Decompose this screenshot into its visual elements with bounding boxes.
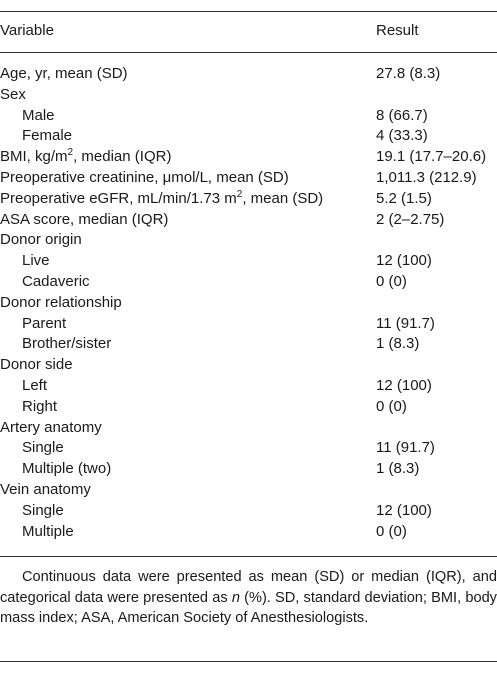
row-label: Single (22, 501, 64, 519)
table-header: Variable Result (0, 22, 497, 44)
row-label: Male (22, 106, 55, 124)
table-row: Donor relationship (0, 293, 497, 314)
row-value: 1 (8.3) (376, 335, 420, 353)
table-row: Brother/sister 1 (8.3) (0, 334, 497, 355)
row-label: Donor origin (0, 231, 82, 249)
row-label: Multiple (22, 522, 74, 540)
bottom-rule (0, 556, 497, 557)
table-row: Multiple 0 (0) (0, 522, 497, 543)
row-label: Sex (0, 85, 26, 103)
row-label: Single (22, 439, 64, 457)
row-label: Artery anatomy (0, 418, 102, 436)
row-label: Female (22, 127, 73, 145)
table-row: Artery anatomy (0, 418, 497, 439)
row-value: 1,011.3 (212.9) (376, 168, 477, 186)
table-row: ASA score, median (IQR) 2 (2–2.75) (0, 210, 497, 231)
header-rule (0, 52, 497, 53)
table-row: Single 12 (100) (0, 501, 497, 522)
table-row: BMI, kg/m2, median (IQR) 19.1 (17.7–20.6… (0, 147, 497, 168)
row-label: Brother/sister (22, 335, 112, 353)
row-value: 12 (100) (376, 501, 432, 519)
row-value: 19.1 (17.7–20.6) (376, 148, 487, 166)
row-value: 2 (2–2.75) (376, 210, 445, 228)
table-row: Cadaveric 0 (0) (0, 272, 497, 293)
row-label: Multiple (two) (22, 460, 112, 478)
row-label: Preoperative creatinine, μmol/L, mean (S… (0, 168, 289, 186)
table-row: Donor side (0, 355, 497, 376)
table-row: Preoperative eGFR, mL/min/1.73 m2, mean … (0, 189, 497, 210)
table-body: Age, yr, mean (SD) 27.8 (8.3) Sex Male 8… (0, 64, 497, 542)
table-row: Left 12 (100) (0, 376, 497, 397)
row-value: 1 (8.3) (376, 460, 420, 478)
row-value: 12 (100) (376, 252, 432, 270)
row-label: Right (22, 397, 58, 415)
row-label: ASA score, median (IQR) (0, 210, 169, 228)
top-rule (0, 11, 497, 12)
row-label: Preoperative eGFR, mL/min/1.73 m2, mean … (0, 188, 324, 207)
row-value: 8 (66.7) (376, 106, 428, 124)
table-row: Vein anatomy (0, 480, 497, 501)
table-row: Sex (0, 85, 497, 106)
footnote-rule (0, 661, 497, 662)
row-value: 11 (91.7) (376, 314, 435, 332)
row-value: 12 (100) (376, 376, 432, 394)
row-value: 11 (91.7) (376, 439, 435, 457)
table-row: Live 12 (100) (0, 251, 497, 272)
row-label: Age, yr, mean (SD) (0, 65, 128, 82)
row-value: 0 (0) (376, 397, 407, 415)
row-value: 0 (0) (376, 522, 407, 540)
row-value: 5.2 (1.5) (376, 189, 432, 207)
table-row: Parent 11 (91.7) (0, 314, 497, 335)
row-value: 4 (33.3) (376, 127, 428, 145)
row-label: Live (22, 252, 50, 270)
table-row: Right 0 (0) (0, 397, 497, 418)
table-row: Male 8 (66.7) (0, 106, 497, 127)
row-label: Left (22, 376, 48, 394)
row-value: 0 (0) (376, 272, 407, 290)
footnote-text: Continuous data were presented as mean (… (0, 569, 497, 626)
row-label: Donor side (0, 356, 73, 374)
row-label: Parent (22, 314, 67, 332)
table-row: Single 11 (91.7) (0, 438, 497, 459)
header-result: Result (376, 22, 419, 39)
table-row: Age, yr, mean (SD) 27.8 (8.3) (0, 64, 497, 85)
table-row: Donor origin (0, 230, 497, 251)
table-row: Female 4 (33.3) (0, 126, 497, 147)
table-row: Preoperative creatinine, μmol/L, mean (S… (0, 168, 497, 189)
row-label: Donor relationship (0, 293, 122, 311)
table-footnote: Continuous data were presented as mean (… (0, 567, 497, 629)
header-variable: Variable (0, 22, 54, 39)
table-row: Multiple (two) 1 (8.3) (0, 459, 497, 480)
row-label: Cadaveric (22, 272, 90, 290)
row-value: 27.8 (8.3) (376, 65, 441, 82)
row-label: BMI, kg/m2, median (IQR) (0, 147, 172, 166)
row-label: Vein anatomy (0, 480, 91, 498)
